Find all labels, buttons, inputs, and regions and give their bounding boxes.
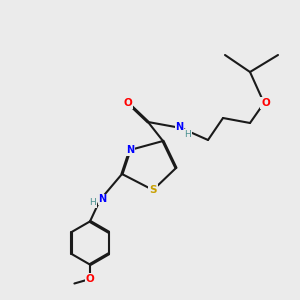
Text: N: N bbox=[98, 194, 106, 204]
Text: O: O bbox=[124, 98, 132, 108]
Text: N: N bbox=[176, 122, 184, 132]
Text: O: O bbox=[85, 274, 94, 284]
Text: S: S bbox=[149, 185, 157, 195]
Text: H: H bbox=[89, 198, 96, 207]
Text: N: N bbox=[126, 145, 134, 155]
Text: O: O bbox=[261, 98, 270, 108]
Text: H: H bbox=[184, 130, 191, 139]
